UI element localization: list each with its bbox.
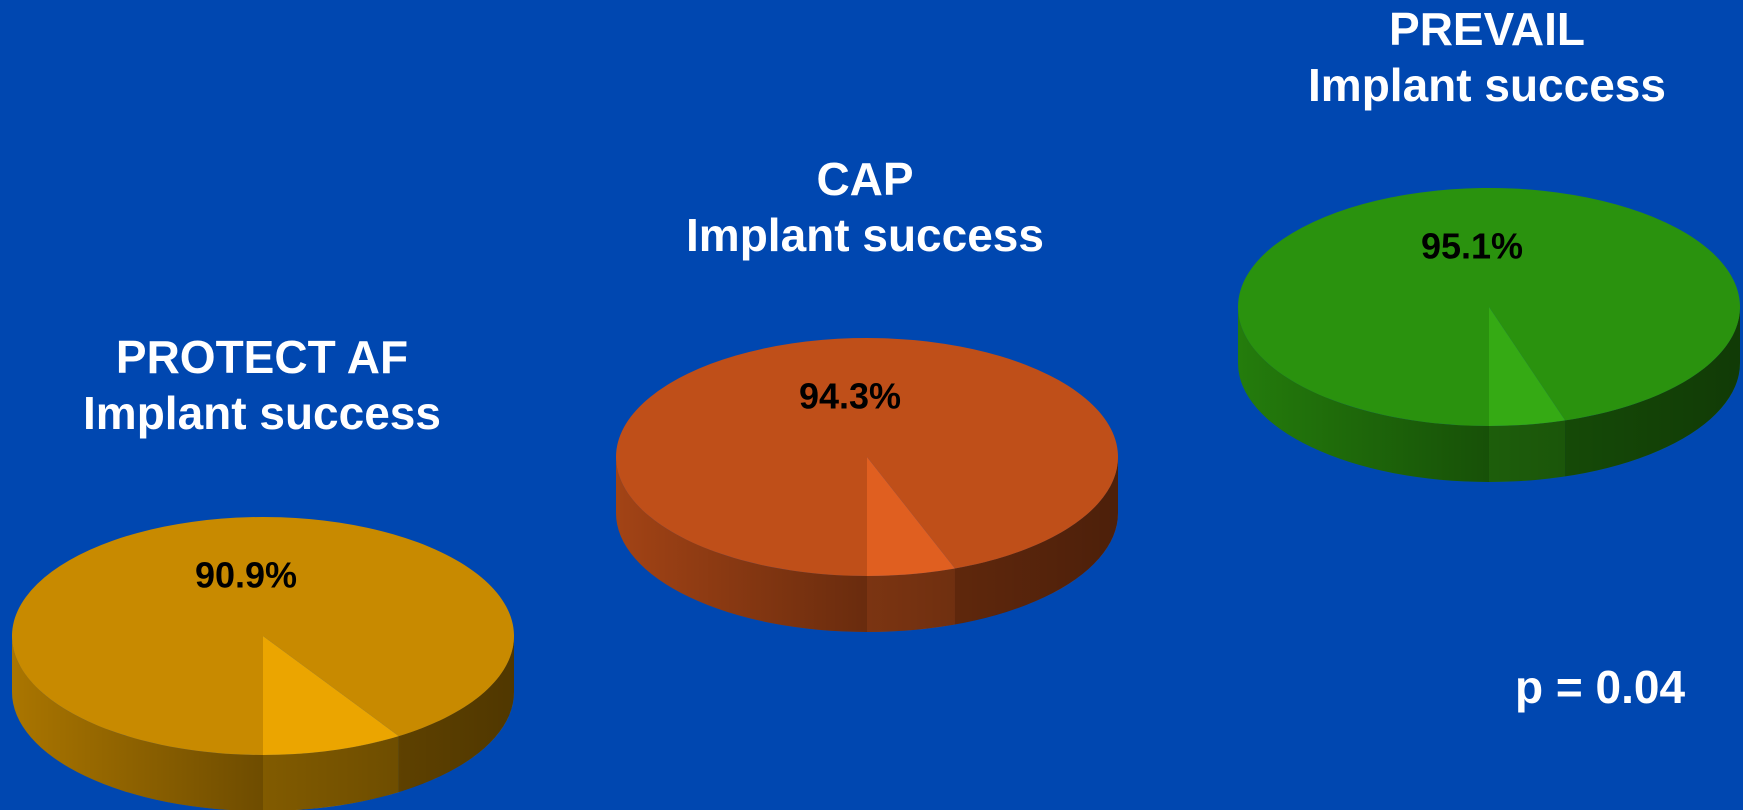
chart-subtitle: Implant success bbox=[1308, 59, 1666, 111]
chart-title: CAP bbox=[816, 153, 913, 205]
side-shade bbox=[12, 636, 514, 810]
chart-title: PREVAIL bbox=[1389, 3, 1585, 55]
value-label: 94.3% bbox=[799, 376, 901, 417]
slice bbox=[1489, 307, 1566, 426]
chart-subtitle: Implant success bbox=[686, 209, 1044, 261]
slice bbox=[263, 636, 399, 755]
p-value: p = 0.04 bbox=[1515, 661, 1685, 713]
value-label: 95.1% bbox=[1421, 226, 1523, 267]
chart-subtitle: Implant success bbox=[83, 387, 441, 439]
chart-title: PROTECT AF bbox=[116, 331, 408, 383]
side-shade bbox=[616, 457, 1118, 632]
slice bbox=[11, 517, 514, 755]
side-shade bbox=[1238, 307, 1740, 482]
value-label: 90.9% bbox=[195, 555, 297, 596]
slice bbox=[616, 338, 1119, 576]
slice bbox=[867, 457, 955, 576]
